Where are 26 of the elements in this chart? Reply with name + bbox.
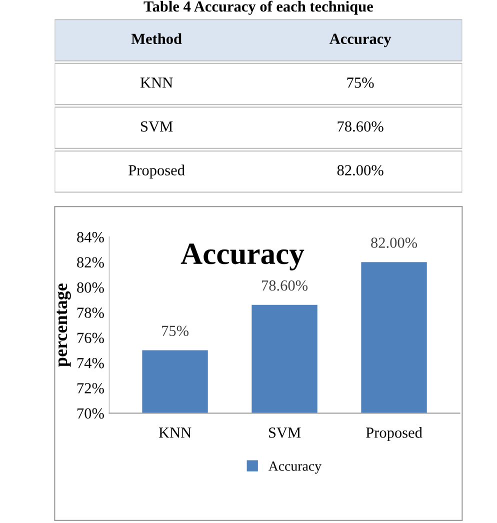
y-axis-title: percentage	[56, 284, 71, 367]
x-tick-label: Proposed	[366, 427, 422, 441]
text: Table 4 Accuracy of each technique	[144, 0, 373, 15]
text: Method	[131, 33, 182, 44]
text: Accuracy	[330, 34, 392, 48]
legend-label: Accuracy	[268, 461, 322, 474]
text: 78.60%	[338, 121, 384, 132]
y-tick-label: 70%	[77, 408, 104, 419]
y-tick-label: 74%	[77, 358, 104, 368]
y-tick-label: 84%	[77, 232, 104, 242]
x-tick-label: SVM	[268, 428, 301, 438]
data-label: 82.00%	[371, 238, 418, 248]
y-tick-label: 76%	[77, 332, 104, 344]
y-tick-label: 80%	[77, 282, 104, 293]
x-tick-label: KNN	[158, 428, 192, 438]
text: SVM	[141, 121, 173, 132]
y-tick-label: 78%	[77, 308, 104, 318]
data-label: 75%	[162, 326, 189, 336]
text: Proposed	[128, 164, 185, 179]
text: KNN	[140, 78, 173, 88]
chart-title: Accuracy	[180, 244, 304, 270]
data-label: 78.60%	[262, 280, 308, 291]
text: 75%	[347, 78, 374, 88]
text: 82.00%	[337, 165, 384, 176]
y-tick-label: 82%	[77, 257, 104, 268]
y-tick-label: 72%	[77, 383, 104, 394]
